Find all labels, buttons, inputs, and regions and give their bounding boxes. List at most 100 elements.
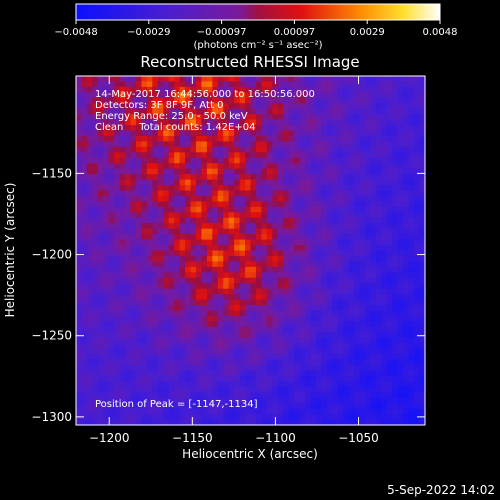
heatmap-cell	[179, 348, 186, 355]
heatmap-cell	[310, 130, 317, 137]
heatmap-cell	[375, 250, 382, 257]
heatmap-cell	[92, 283, 99, 290]
heatmap-cell	[392, 386, 399, 393]
heatmap-cell	[108, 365, 115, 372]
heatmap-cell	[277, 157, 284, 164]
heatmap-cell	[114, 86, 121, 93]
heatmap-cell	[174, 255, 181, 262]
heatmap-cell	[337, 206, 344, 213]
heatmap-cell	[76, 305, 83, 312]
heatmap-cell	[359, 195, 366, 203]
heatmap-cell	[206, 386, 213, 393]
heatmap-cell	[359, 103, 366, 110]
heatmap-cell	[386, 81, 393, 88]
heatmap-cell	[228, 119, 235, 126]
heatmap-cell	[277, 239, 284, 246]
heatmap-cell	[201, 108, 208, 115]
heatmap-cell	[326, 245, 333, 252]
heatmap-cell	[414, 294, 421, 301]
heatmap-cell	[217, 354, 224, 361]
heatmap-cell	[81, 185, 88, 192]
heatmap-cell	[92, 239, 99, 246]
heatmap-cell	[141, 212, 148, 219]
heatmap-cell	[381, 119, 388, 126]
heatmap-cell	[190, 239, 197, 246]
heatmap-cell	[108, 195, 115, 203]
heatmap-cell	[86, 414, 93, 421]
heatmap-cell	[92, 185, 99, 192]
heatmap-cell	[92, 92, 99, 99]
heatmap-cell	[228, 239, 235, 246]
heatmap-cell	[255, 299, 262, 306]
heatmap-cell	[108, 163, 115, 170]
heatmap-cell	[206, 299, 213, 306]
heatmap-cell	[321, 261, 328, 268]
heatmap-cell	[223, 403, 230, 410]
heatmap-cell	[305, 234, 312, 241]
heatmap-cell	[81, 228, 88, 235]
heatmap-cell	[201, 168, 208, 175]
heatmap-cell	[108, 272, 115, 279]
heatmap-cell	[365, 174, 372, 181]
heatmap-cell	[277, 288, 284, 295]
heatmap-cell	[354, 294, 361, 301]
heatmap-cell	[370, 152, 377, 159]
heatmap-cell	[261, 81, 268, 88]
heatmap-cell	[141, 130, 148, 137]
heatmap-cell	[419, 174, 425, 181]
heatmap-cell	[294, 245, 301, 252]
heatmap-cell	[163, 354, 170, 361]
heatmap-cell	[119, 299, 126, 306]
heatmap-cell	[397, 326, 404, 333]
heatmap-cell	[239, 92, 246, 99]
heatmap-cell	[114, 403, 121, 410]
heatmap-cell	[201, 190, 208, 197]
heatmap-cell	[321, 310, 328, 317]
heatmap-cell	[277, 130, 284, 137]
heatmap-cell	[190, 125, 197, 132]
heatmap-cell	[152, 403, 159, 410]
heatmap-cell	[108, 359, 115, 366]
heatmap-cell	[135, 310, 143, 317]
heatmap-cell	[152, 375, 159, 382]
heatmap-cell	[365, 239, 372, 246]
heatmap-cell	[365, 397, 372, 404]
heatmap-cell	[266, 305, 273, 312]
heatmap-cell	[190, 299, 197, 306]
heatmap-cell	[326, 283, 333, 290]
heatmap-cell	[266, 185, 273, 192]
heatmap-cell	[392, 190, 399, 197]
heatmap-cell	[288, 359, 295, 366]
heatmap-cell	[81, 326, 88, 333]
heatmap-cell	[135, 414, 143, 421]
heatmap-cell	[365, 414, 372, 421]
heatmap-cell	[97, 266, 104, 273]
heatmap-cell	[223, 163, 230, 170]
heatmap-cell	[403, 332, 410, 339]
heatmap-cell	[332, 250, 339, 257]
heatmap-cell	[337, 348, 344, 355]
heatmap-cell	[179, 255, 186, 262]
heatmap-cell	[114, 272, 121, 279]
heatmap-cell	[250, 386, 257, 393]
heatmap-cell	[228, 228, 235, 235]
heatmap-cell	[223, 212, 230, 219]
heatmap-cell	[76, 152, 83, 159]
heatmap-cell	[206, 125, 213, 132]
heatmap-cell	[190, 81, 197, 88]
heatmap-cell	[381, 397, 388, 404]
heatmap-cell	[146, 381, 153, 388]
heatmap-cell	[250, 234, 257, 241]
heatmap-cell	[195, 326, 203, 333]
heatmap-cell	[234, 277, 241, 284]
heatmap-cell	[239, 255, 246, 262]
heatmap-cell	[97, 403, 104, 410]
heatmap-cell	[359, 245, 366, 252]
heatmap-cell	[326, 310, 333, 317]
heatmap-cell	[185, 332, 192, 339]
heatmap-cell	[152, 261, 159, 268]
heatmap-cell	[348, 266, 355, 273]
heatmap-cell	[245, 185, 252, 192]
heatmap-cell	[185, 135, 192, 143]
heatmap-cell	[146, 272, 153, 279]
